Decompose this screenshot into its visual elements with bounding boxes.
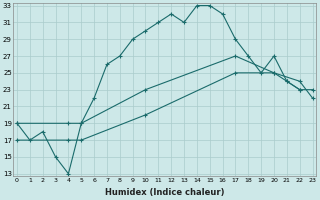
- X-axis label: Humidex (Indice chaleur): Humidex (Indice chaleur): [105, 188, 225, 197]
